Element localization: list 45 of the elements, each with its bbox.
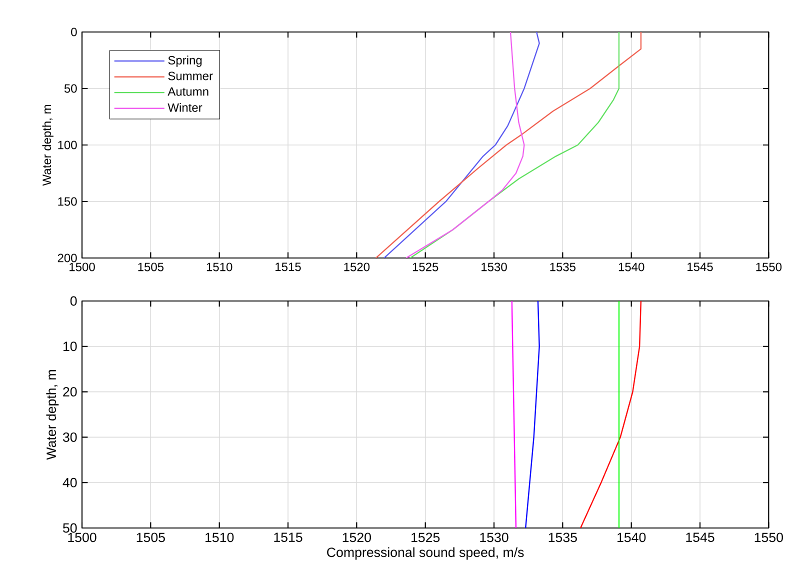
x-axis-title: Compressional sound speed, m/s <box>327 547 524 560</box>
y-tick-label: 200 <box>58 254 77 262</box>
y-tick-label: 10 <box>63 342 77 352</box>
x-tick-label: 1540 <box>618 532 646 542</box>
x-tick-label: 1545 <box>688 262 713 272</box>
x-tick-label: 1535 <box>550 262 576 272</box>
x-tick-label: 1520 <box>344 262 370 272</box>
x-tick-label: 1515 <box>276 262 301 272</box>
y-tick-label: 20 <box>63 387 77 397</box>
y-tick-label: 100 <box>58 140 77 150</box>
x-tick-label: 1525 <box>412 262 438 272</box>
line-series <box>406 32 525 258</box>
y-axis-title: Water depth, m <box>42 105 54 186</box>
legend-label: Spring <box>168 56 202 67</box>
y-tick-label: 150 <box>58 197 77 206</box>
y-tick-label: 50 <box>64 84 77 93</box>
x-tick-label: 1505 <box>138 262 164 272</box>
x-tick-label: 1510 <box>206 262 232 272</box>
x-tick-label: 1505 <box>136 532 165 542</box>
legend-label: Autumn <box>168 87 208 96</box>
y-tick-label: 0 <box>70 296 77 306</box>
legend-label: Summer <box>168 72 213 80</box>
line-series <box>580 300 642 528</box>
line-series <box>375 32 642 258</box>
legend-label: Winter <box>168 103 202 112</box>
x-tick-label: 1540 <box>618 262 644 272</box>
x-tick-label: 1515 <box>274 532 302 542</box>
x-tick-label: 1550 <box>754 532 783 542</box>
line-series <box>524 300 540 528</box>
y-axis-title: Water depth, m <box>46 370 59 460</box>
x-tick-label: 1510 <box>206 532 234 542</box>
x-tick-label: 1520 <box>342 532 371 542</box>
y-tick-label: 30 <box>62 432 77 442</box>
x-tick-label: 1530 <box>482 262 507 272</box>
x-tick-label: 1525 <box>412 532 440 542</box>
y-tick-label: 40 <box>62 478 77 488</box>
x-tick-label: 1535 <box>548 532 577 542</box>
x-tick-label: 1545 <box>686 532 714 542</box>
x-tick-label: 1530 <box>480 532 508 542</box>
x-tick-label: 1500 <box>68 532 96 542</box>
x-tick-label: 1550 <box>756 262 782 272</box>
x-tick-label: 1500 <box>70 262 95 272</box>
y-tick-label: 0 <box>71 28 77 36</box>
line-series <box>384 32 540 258</box>
y-tick-label: 50 <box>63 523 77 533</box>
